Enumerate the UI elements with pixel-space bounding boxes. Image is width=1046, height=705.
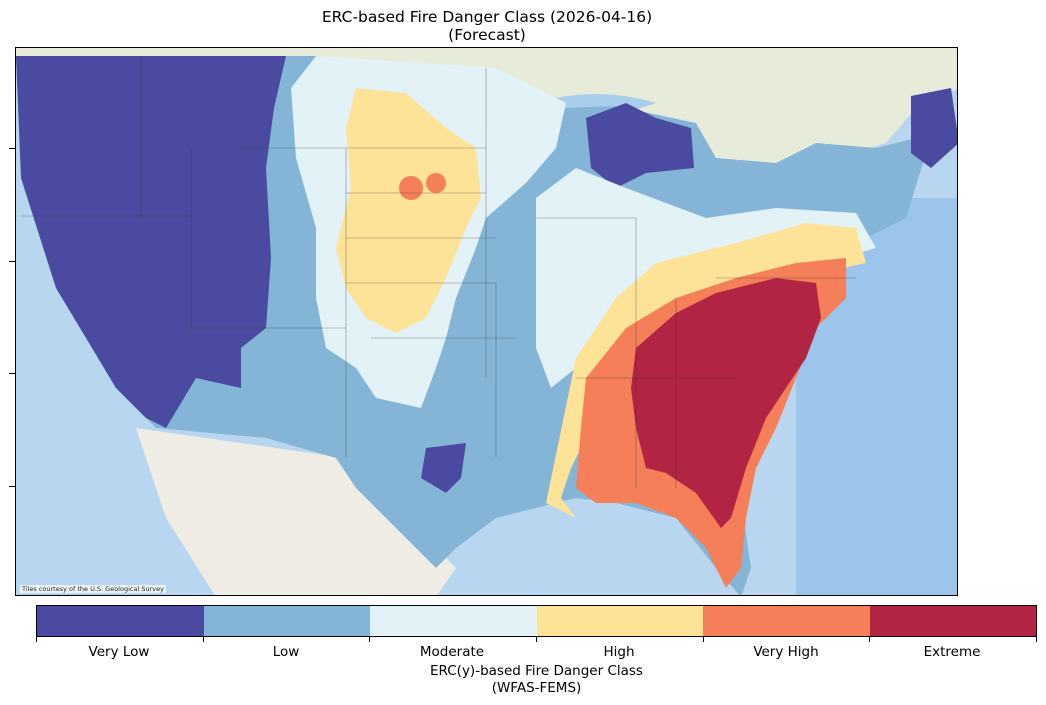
colorbar-tick <box>703 637 704 642</box>
danger-high-southeast <box>546 223 866 518</box>
colorbar-very-low <box>37 606 204 636</box>
colorbar-tick <box>869 637 870 642</box>
danger-very-low-west <box>16 56 286 428</box>
colorbar-extreme <box>869 606 1036 636</box>
y-axis-tick <box>9 148 15 149</box>
danger-very-high-spot <box>426 173 446 193</box>
fire-danger-colorbar <box>36 605 1037 637</box>
fire-danger-map[interactable]: Tiles courtesy of the U.S. Geological Su… <box>15 47 958 596</box>
colorbar-tick <box>203 637 204 642</box>
colorbar-tick <box>369 637 370 642</box>
colorbar-title: ERC(y)-based Fire Danger Class <box>430 663 643 679</box>
map-subtitle: (Forecast) <box>448 26 526 44</box>
state-boundaries <box>21 56 856 488</box>
danger-high-plains <box>336 88 481 333</box>
map-title: ERC-based Fire Danger Class (2026-04-16) <box>321 8 653 26</box>
colorbar-high <box>536 606 703 636</box>
danger-very-low-maine <box>911 88 957 168</box>
y-axis-tick <box>9 373 15 374</box>
danger-extreme <box>631 278 821 528</box>
colorbar-moderate <box>370 606 537 636</box>
colorbar-subtitle: (WFAS-FEMS) <box>491 680 582 696</box>
colorbar-tick <box>536 637 537 642</box>
colorbar-tick <box>1036 637 1037 642</box>
colorbar-label-moderate: Moderate <box>419 644 485 660</box>
colorbar-label-very-low: Very Low <box>88 644 150 660</box>
danger-very-low-texas <box>421 443 466 493</box>
y-axis-tick <box>9 486 15 487</box>
colorbar-label-high: High <box>603 644 635 660</box>
tile-attribution: Tiles courtesy of the U.S. Geological Su… <box>20 585 166 593</box>
colorbar-tick <box>36 637 37 642</box>
colorbar-label-extreme: Extreme <box>923 644 981 660</box>
danger-moderate-east <box>536 168 876 388</box>
mexico-land <box>136 428 456 595</box>
danger-very-low-michigan <box>586 103 694 188</box>
colorbar-very-high <box>703 606 870 636</box>
y-axis-tick <box>9 261 15 262</box>
danger-very-high-spot <box>399 176 423 200</box>
colorbar-label-very-high: Very High <box>753 644 819 660</box>
colorbar-low <box>203 606 370 636</box>
colorbar-label-low: Low <box>272 644 300 660</box>
